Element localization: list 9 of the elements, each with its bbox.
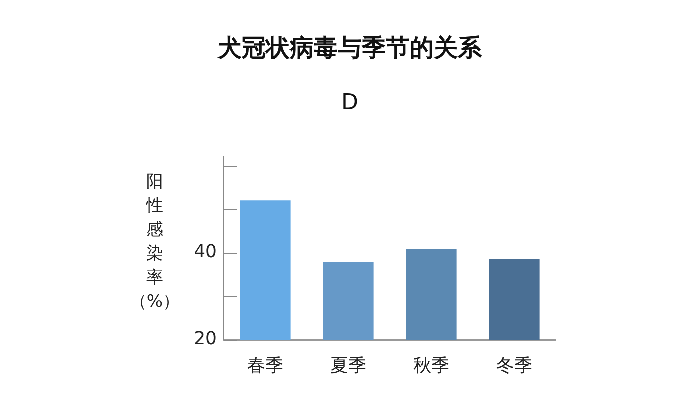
chart-subtitle: D	[342, 90, 358, 116]
chart-title: 犬冠状病毒与季节的关系	[217, 34, 483, 62]
y-tick-label: 40	[194, 242, 217, 263]
x-tick-label: 春季	[248, 355, 284, 376]
x-tick-label: 夏季	[330, 355, 366, 376]
x-tick-label: 秋季	[414, 355, 450, 376]
y-axis-title: 阳性感染率（%）	[130, 172, 180, 312]
x-tick-label: 冬季	[496, 355, 532, 376]
y-tick-label: 20	[194, 328, 217, 350]
